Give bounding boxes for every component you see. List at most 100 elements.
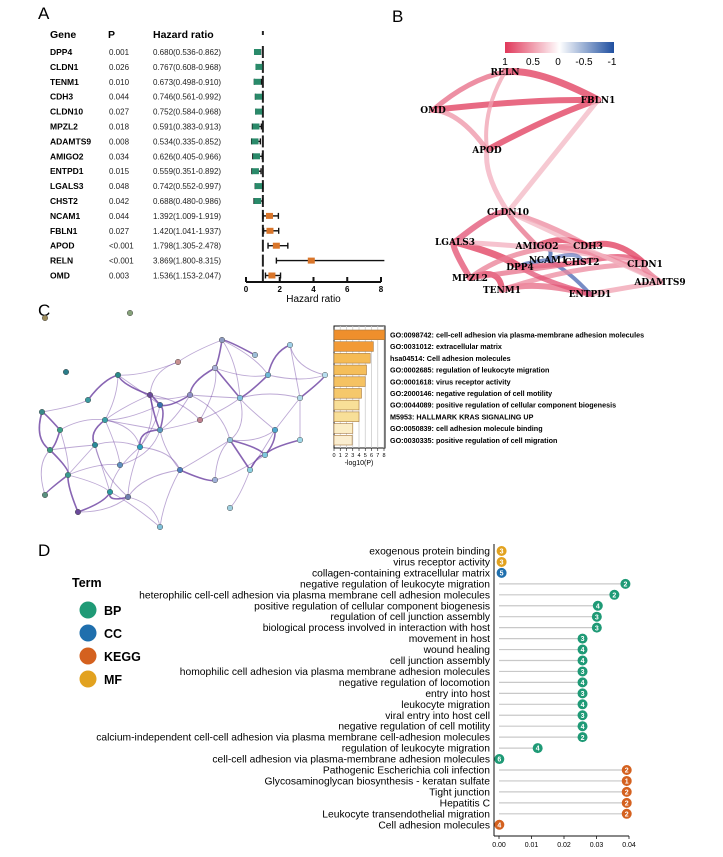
gene-count-label: 2 bbox=[612, 592, 616, 599]
gene-count-label: 3 bbox=[500, 549, 504, 556]
network-edge bbox=[139, 404, 161, 448]
hazard-ratio-point bbox=[265, 212, 273, 219]
network-node bbox=[186, 391, 194, 399]
hazard-ratio-text: 0.767(0.608-0.968) bbox=[153, 63, 221, 72]
network-edge bbox=[94, 444, 129, 498]
hr-header: Hazard ratio bbox=[153, 29, 214, 41]
network-edge bbox=[274, 397, 301, 431]
gene-label: FBLN1 bbox=[50, 226, 78, 236]
legend-swatch-kegg bbox=[79, 647, 97, 665]
lollipop-point bbox=[494, 754, 505, 765]
enrichment-term-label: GO:0050839: cell adhesion molecule bindi… bbox=[390, 424, 543, 433]
lollipop-point bbox=[577, 633, 588, 644]
x-tick-label: 3 bbox=[351, 453, 354, 459]
hazard-ratio-point bbox=[255, 183, 263, 190]
enrichment-bar bbox=[333, 329, 385, 340]
legend-label: BP bbox=[104, 604, 121, 618]
gene-count-label: 4 bbox=[581, 680, 585, 687]
legend-tick-label: 1 bbox=[502, 57, 508, 68]
legend-tick-label: 0.5 bbox=[526, 57, 540, 68]
hazard-ratio-text: 0.746(0.561-0.992) bbox=[153, 93, 221, 102]
network-edge bbox=[159, 394, 191, 431]
network-node bbox=[296, 394, 304, 402]
legend-tick-label: -0.5 bbox=[575, 57, 593, 68]
legend-label: MF bbox=[104, 673, 122, 687]
network-node bbox=[56, 426, 64, 434]
network-edge bbox=[221, 339, 241, 399]
lollipop-point bbox=[496, 567, 507, 578]
term-label: positive regulation of cellular componen… bbox=[254, 601, 490, 612]
term-label: negative regulation of locomotion bbox=[339, 678, 490, 689]
enrichment-bar bbox=[333, 411, 360, 422]
network-node bbox=[156, 426, 164, 434]
hazard-ratio-point bbox=[252, 123, 260, 130]
hazard-ratio-point bbox=[254, 198, 262, 204]
p-value: 0.026 bbox=[109, 63, 130, 72]
x-tick-label: 0.02 bbox=[557, 842, 571, 849]
network-node bbox=[74, 508, 82, 516]
x-tick-label: 5 bbox=[364, 453, 367, 459]
hazard-ratio-point bbox=[255, 93, 263, 100]
network-edge bbox=[109, 446, 141, 493]
hazard-ratio-text: 0.626(0.405-0.966) bbox=[153, 152, 221, 161]
gene-count-label: 3 bbox=[500, 560, 504, 567]
legend-title: Term bbox=[72, 576, 102, 590]
network-node bbox=[176, 466, 184, 474]
term-label: homophilic cell adhesion via plasma memb… bbox=[180, 667, 490, 678]
gene-label: DPP4 bbox=[50, 47, 72, 57]
network-node bbox=[114, 371, 122, 379]
network-node bbox=[91, 441, 99, 449]
legend-swatch-mf bbox=[79, 670, 97, 688]
term-label: virus receptor activity bbox=[393, 557, 491, 568]
p-value: 0.018 bbox=[109, 123, 130, 132]
lollipop-point bbox=[496, 556, 507, 567]
network-edge bbox=[59, 419, 106, 431]
term-label: heterophilic cell-cell adhesion via plas… bbox=[139, 590, 490, 601]
network-node bbox=[41, 314, 49, 322]
network-edge bbox=[104, 404, 161, 421]
p-value: 0.027 bbox=[109, 227, 130, 236]
gene-count-label: 2 bbox=[623, 581, 627, 588]
gene-count-label: 4 bbox=[581, 658, 585, 665]
network-node bbox=[46, 446, 54, 454]
gene-label: ADAMTS9 bbox=[50, 136, 91, 146]
network-edge bbox=[159, 469, 181, 528]
p-value: 0.042 bbox=[109, 197, 130, 206]
hazard-ratio-text: 0.534(0.335-0.852) bbox=[153, 137, 221, 146]
hazard-ratio-point bbox=[307, 257, 315, 264]
correlation-edge bbox=[484, 97, 601, 153]
term-label: regulation of leukocyte migration bbox=[342, 744, 491, 755]
network-edge bbox=[59, 429, 69, 476]
enrichment-bar bbox=[333, 364, 367, 376]
term-label: negative regulation of cell motility bbox=[338, 722, 491, 733]
network-node bbox=[106, 488, 114, 496]
network-node bbox=[264, 371, 272, 379]
lollipop-point bbox=[591, 622, 602, 633]
gene-count-label: 2 bbox=[625, 800, 629, 807]
p-header: P bbox=[108, 29, 115, 41]
network-edge bbox=[67, 464, 121, 476]
network-edge bbox=[41, 399, 89, 413]
network-edge bbox=[189, 394, 231, 441]
gene-node-label: MPZL2 bbox=[452, 274, 488, 284]
network-edge bbox=[139, 394, 153, 448]
gene-label: NCAM1 bbox=[50, 211, 80, 221]
correlation-edge bbox=[501, 68, 602, 104]
p-value: 0.044 bbox=[109, 212, 130, 221]
x-tick-label: 4 bbox=[311, 285, 316, 294]
network-edge bbox=[67, 444, 96, 476]
gene-label: CDH3 bbox=[50, 92, 73, 102]
network-node bbox=[156, 401, 164, 409]
gene-node-label: AMIGO2 bbox=[515, 242, 559, 252]
lollipop-point bbox=[621, 775, 632, 786]
network-edge bbox=[214, 339, 223, 369]
network-edge bbox=[214, 367, 241, 399]
gene-count-label: 4 bbox=[581, 702, 585, 709]
gene-count-label: 3 bbox=[581, 691, 585, 698]
hazard-ratio-point bbox=[253, 49, 261, 55]
network-edge bbox=[149, 394, 201, 421]
p-value: <0.001 bbox=[109, 242, 134, 251]
gene-node-label: ADAMTS9 bbox=[633, 278, 685, 288]
x-tick-label: 4 bbox=[357, 453, 360, 459]
gene-count-label: 3 bbox=[581, 713, 585, 720]
